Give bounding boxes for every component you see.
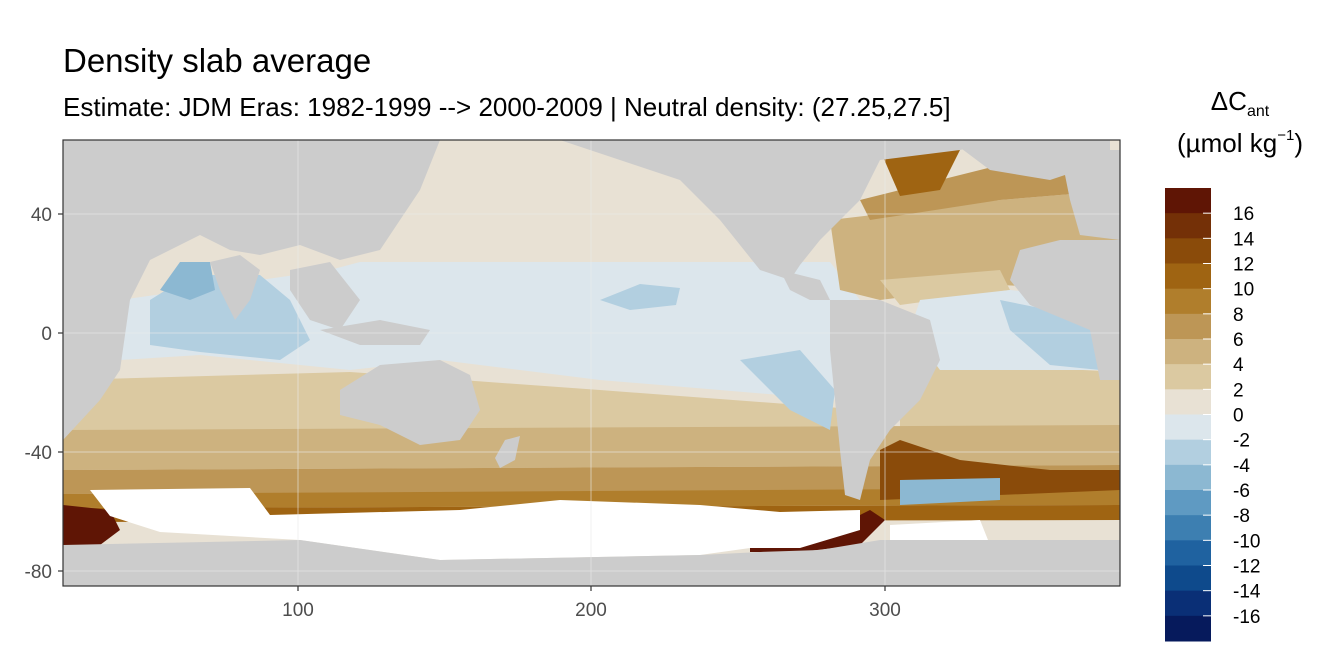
- colorbar-swatch: [1165, 313, 1211, 340]
- map-gridlines: [63, 140, 1120, 586]
- colorbar-swatch: [1165, 540, 1211, 566]
- land-southeast-asia: [290, 262, 360, 330]
- colorbar-label: -16: [1233, 607, 1260, 628]
- colorbar-swatch: [1165, 213, 1211, 239]
- heat-region-east-antarctic-margin: [63, 505, 120, 545]
- land-india: [210, 255, 260, 320]
- x-axis: [297, 586, 886, 591]
- colorbar-label: 16: [1233, 204, 1254, 225]
- colorbar-label: 14: [1233, 229, 1255, 250]
- colorbar-label: 0: [1233, 406, 1244, 427]
- colorbar-swatch: [1165, 515, 1211, 541]
- colorbar: [1165, 188, 1211, 642]
- land-central-america: [780, 270, 830, 300]
- land-africa-east: [63, 140, 360, 440]
- colorbar-label: -6: [1233, 481, 1250, 502]
- colorbar-label: 6: [1233, 330, 1244, 351]
- colorbar-swatch: [1165, 288, 1211, 315]
- colorbar-swatch: [1165, 490, 1211, 516]
- colorbar-swatch: [1165, 364, 1211, 390]
- y-tick-label: 40: [31, 205, 52, 226]
- x-tick-label: 300: [869, 600, 901, 621]
- colorbar-swatch: [1165, 565, 1211, 592]
- heat-region-arabian-sea: [160, 262, 215, 300]
- colorbar-swatch: [1165, 414, 1211, 441]
- colorbar-swatch: [1165, 389, 1211, 415]
- legend-title-variable: ΔCant: [1210, 86, 1270, 120]
- colorbar-label: 4: [1233, 355, 1244, 376]
- chart-title: Density slab average: [63, 42, 372, 79]
- colorbar-label: -8: [1233, 506, 1250, 527]
- colorbar-swatch: [1165, 188, 1211, 214]
- colorbar-swatch: [1165, 439, 1211, 466]
- colorbar-label: -10: [1233, 531, 1260, 552]
- colorbar-labels: 16 14 12 10 8 6 4 2 0 -2 -4 -6 -8 -10 -12 -14 -16: [1233, 204, 1261, 628]
- heat-region-gulf-stream: [880, 270, 1010, 305]
- land-africa-west: [1010, 240, 1120, 380]
- y-tick-label: 0: [41, 324, 52, 345]
- colorbar-swatch: [1165, 238, 1211, 264]
- legend-title-units: (µmol kg−1): [1177, 127, 1303, 158]
- colorbar-label: -12: [1233, 557, 1260, 578]
- y-axis: [58, 213, 63, 572]
- colorbar-label: 8: [1233, 305, 1244, 326]
- colorbar-swatch: [1165, 263, 1211, 290]
- heat-region-south-atlantic-blue: [900, 478, 1000, 505]
- land-north-america: [560, 140, 1000, 280]
- colorbar-swatch: [1165, 464, 1211, 491]
- y-tick-label: -80: [25, 562, 52, 583]
- colorbar-label: -14: [1233, 582, 1261, 603]
- land-asia: [200, 140, 440, 260]
- heat-region-central-pacific-patch: [600, 284, 680, 310]
- colorbar-label: 12: [1233, 255, 1254, 276]
- antarctic-ice: [90, 488, 860, 560]
- colorbar-label: -4: [1233, 456, 1250, 477]
- x-tick-label: 100: [282, 600, 314, 621]
- y-tick-label: -40: [25, 443, 52, 464]
- colorbar-swatch: [1165, 339, 1211, 365]
- heat-region-east-pacific-south: [740, 350, 835, 430]
- heat-region-labrador-sea: [880, 150, 960, 196]
- land-europe: [1060, 150, 1120, 240]
- legend-title: ΔCant (µmol kg−1): [1150, 82, 1330, 163]
- heat-band-southern-subtropics-atlantic: [900, 360, 1120, 430]
- land-australia: [340, 360, 480, 445]
- colorbar-label: 2: [1233, 380, 1244, 401]
- x-tick-label: 200: [575, 600, 607, 621]
- chart-subtitle: Estimate: JDM Eras: 1982-1999 --> 2000-2…: [63, 92, 951, 122]
- colorbar-swatch: [1165, 615, 1211, 642]
- colorbar-label: -2: [1233, 431, 1250, 452]
- colorbar-label: 10: [1233, 280, 1254, 301]
- colorbar-swatch: [1165, 590, 1211, 617]
